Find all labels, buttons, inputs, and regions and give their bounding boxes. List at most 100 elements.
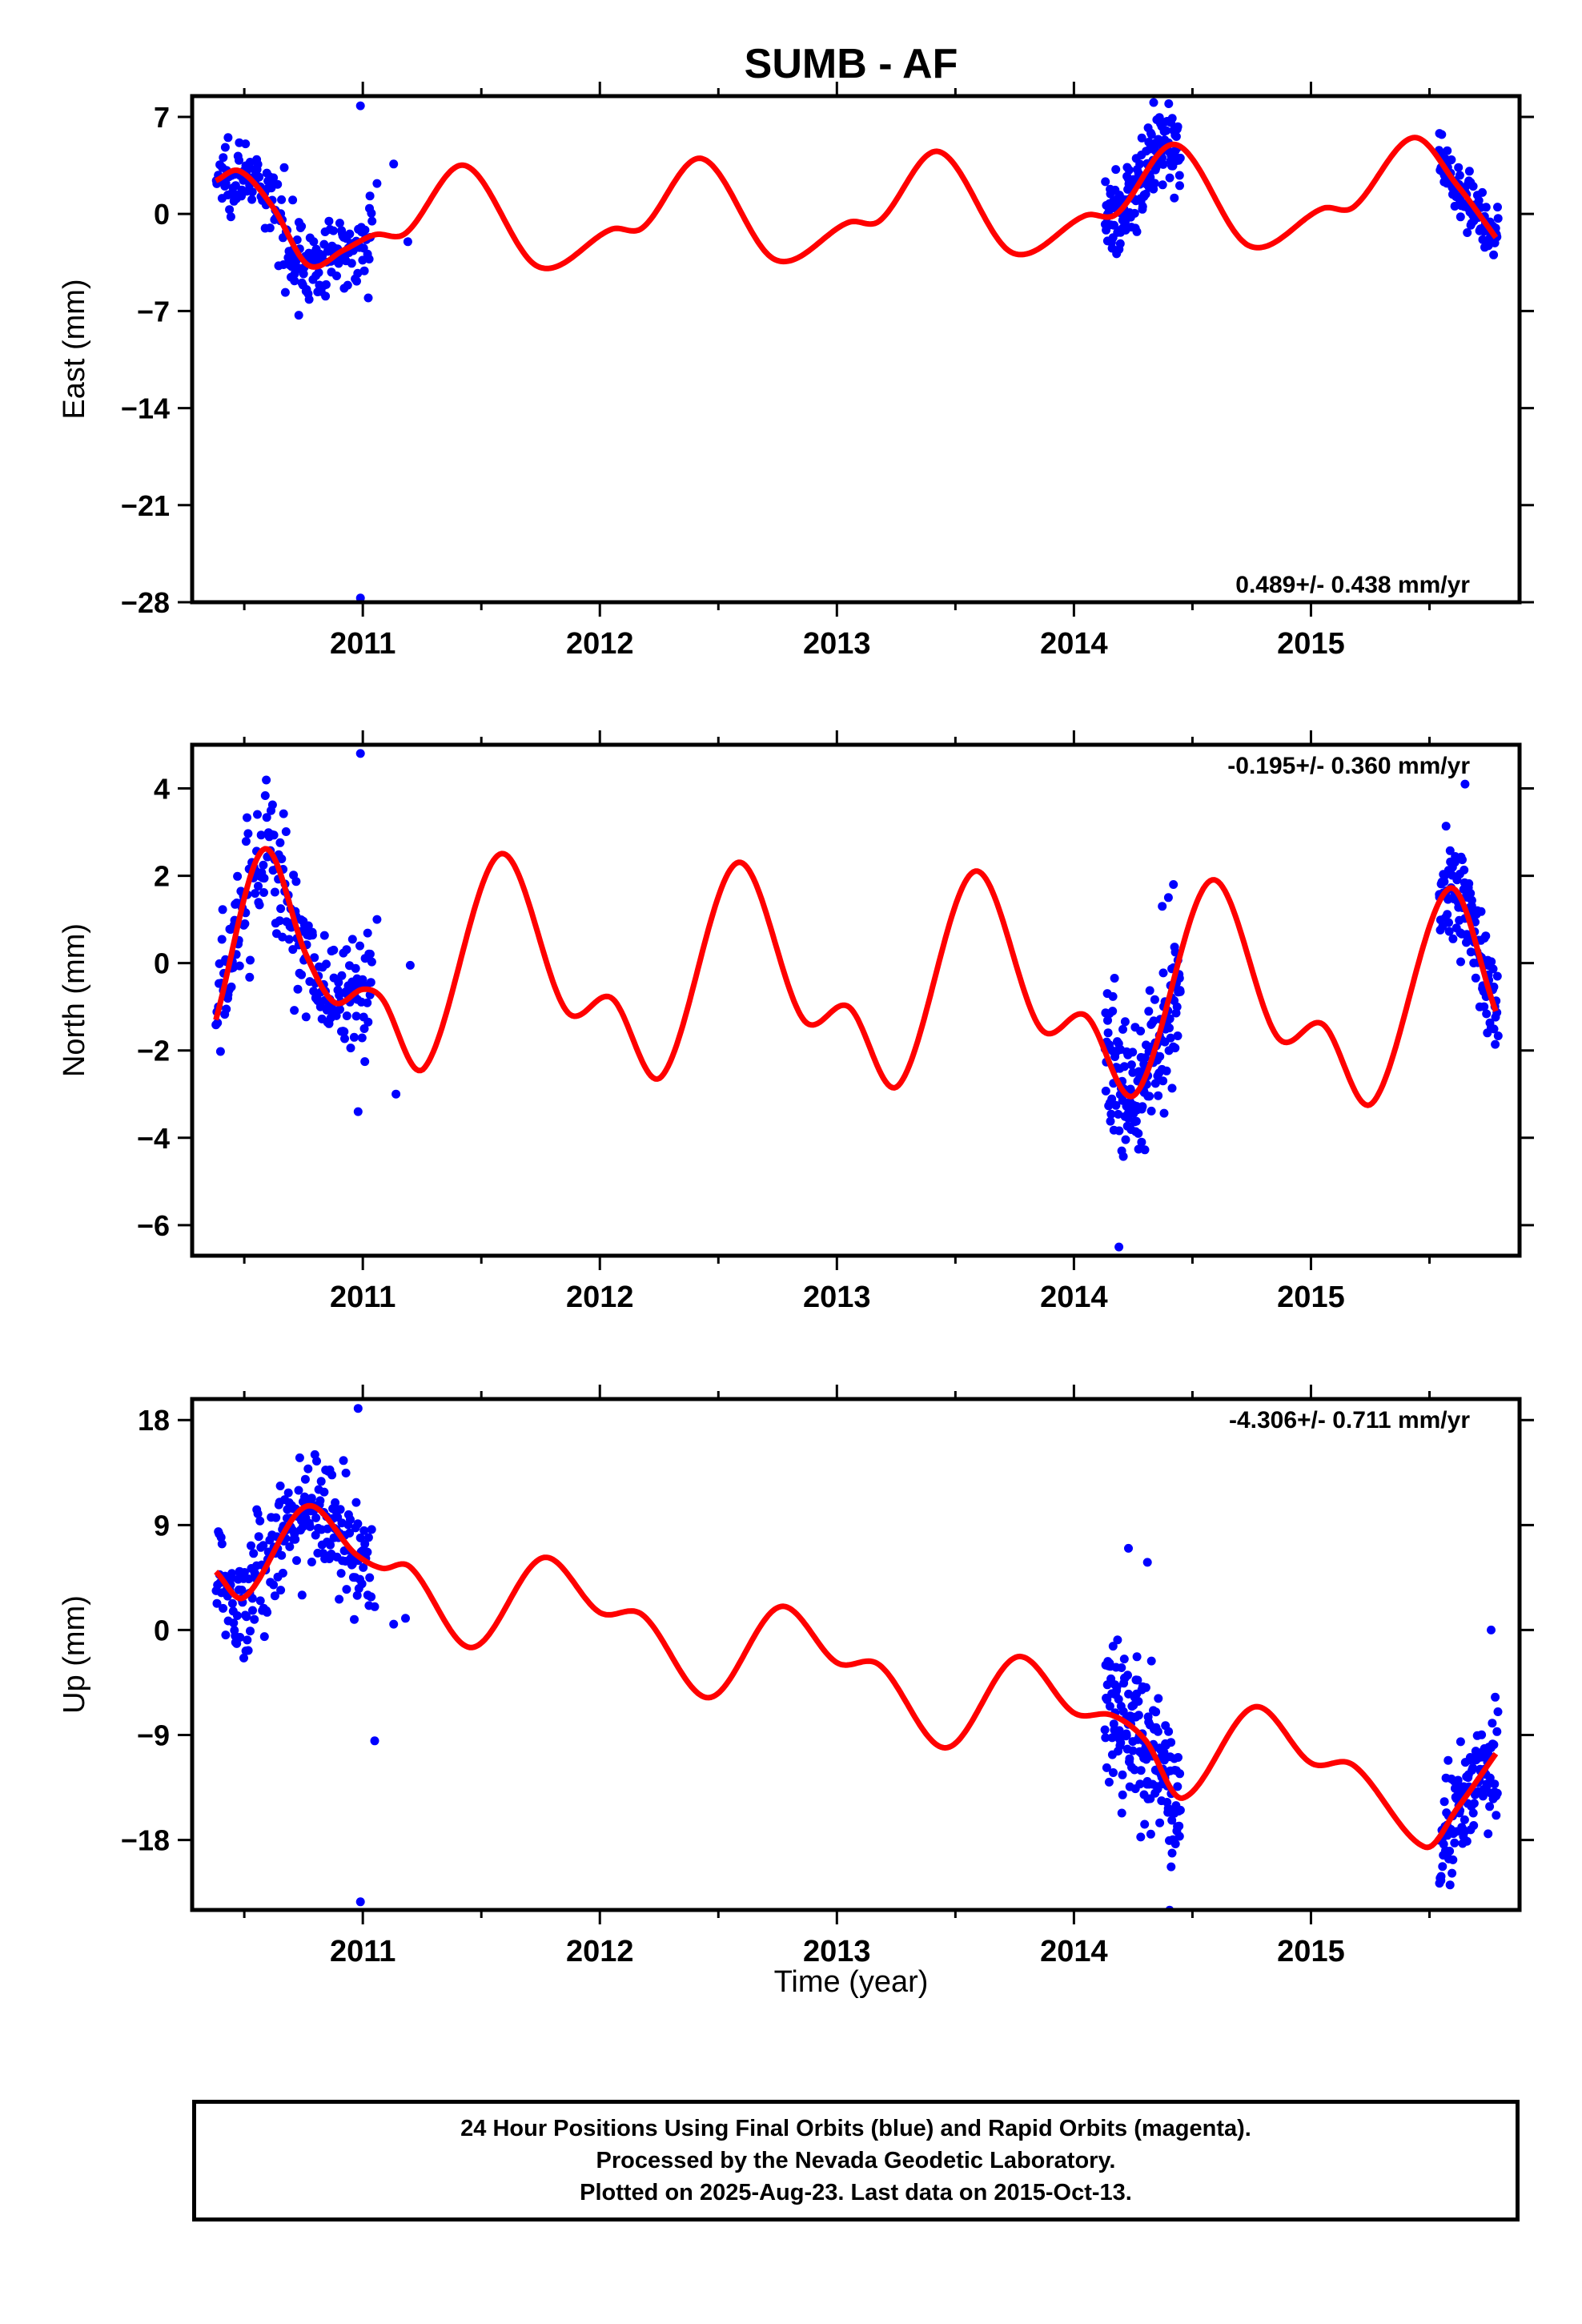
east-data-point <box>319 239 329 249</box>
up-data-point <box>298 1522 307 1532</box>
east-data-point <box>247 195 257 204</box>
north-data-point <box>1466 889 1476 898</box>
up-data-point <box>1130 1765 1139 1775</box>
east-rate-label: 0.489+/- 0.438 mm/yr <box>1235 572 1470 598</box>
east-data-point <box>367 208 376 218</box>
north-data-point <box>1107 1094 1117 1104</box>
east-data-point <box>363 293 373 303</box>
east-data-point <box>372 179 382 188</box>
up-data-point <box>221 1630 231 1640</box>
north-data-point <box>259 860 268 870</box>
up-x-tick-label: 2015 <box>1277 1935 1345 1968</box>
north-data-point <box>357 1033 367 1043</box>
north-data-point <box>1114 1126 1124 1136</box>
up-data-point <box>367 1525 376 1534</box>
north-data-point <box>1110 974 1119 983</box>
east-data-point <box>355 593 365 602</box>
up-data-point <box>1142 1558 1152 1567</box>
north-plot-frame <box>190 742 1522 1258</box>
east-data-point <box>273 179 283 189</box>
north-data-point <box>346 1043 355 1053</box>
up-data-point <box>331 1498 340 1507</box>
east-y-tick-label: 0 <box>154 198 170 231</box>
north-data-point <box>1134 1128 1143 1138</box>
up-data-point <box>277 1550 287 1560</box>
east-y-axis-label: East (mm) <box>58 279 91 419</box>
north-data-point <box>342 945 351 955</box>
north-data-point <box>405 960 415 970</box>
north-data-point <box>1464 879 1474 888</box>
up-data-point <box>1102 1763 1111 1772</box>
east-data-point <box>235 155 243 165</box>
north-data-point <box>1121 1135 1130 1144</box>
east-data-point <box>255 172 264 182</box>
up-data-point <box>1173 1782 1182 1791</box>
east-data-point <box>247 187 257 197</box>
up-data-point <box>1469 1821 1479 1830</box>
north-data-point <box>1445 846 1455 855</box>
north-data-point <box>1460 865 1469 875</box>
up-data-point <box>401 1614 410 1623</box>
east-data-point <box>269 173 279 183</box>
up-data-point <box>1485 1773 1495 1783</box>
up-y-tick-label: 18 <box>138 1404 170 1437</box>
up-data-point <box>1122 1731 1131 1740</box>
up-data-point <box>283 1488 293 1498</box>
north-data-point <box>1145 986 1154 995</box>
east-data-point <box>1110 220 1118 230</box>
north-data-point <box>1471 973 1480 983</box>
up-data-point <box>247 1541 255 1550</box>
east-data-point <box>1464 167 1474 176</box>
north-data-point <box>241 837 251 846</box>
up-data-point <box>237 1586 247 1594</box>
north-x-tick-label: 2011 <box>330 1281 396 1314</box>
north-data-point <box>353 1107 363 1116</box>
north-data-point <box>1170 1043 1180 1053</box>
north-data-point <box>1441 822 1451 831</box>
up-data-point <box>359 1526 369 1535</box>
east-data-point <box>292 235 302 244</box>
up-data-point <box>1124 1543 1133 1553</box>
up-data-point <box>363 1547 372 1557</box>
up-data-point <box>255 1516 265 1526</box>
east-data-point <box>1130 208 1139 218</box>
east-y-tick-label: 7 <box>154 101 170 134</box>
north-data-point <box>1154 1091 1163 1100</box>
east-data-point <box>1447 155 1456 164</box>
up-data-point <box>1167 1815 1177 1825</box>
north-data-point <box>1150 1079 1160 1088</box>
up-data-point <box>1136 1832 1146 1842</box>
east-data-point <box>1138 202 1147 211</box>
north-data-point <box>310 953 319 963</box>
up-data-point <box>1114 1726 1124 1735</box>
north-data-point <box>269 830 279 840</box>
north-data-point <box>259 888 268 897</box>
east-data-point <box>1489 250 1499 259</box>
east-x-tick-label: 2011 <box>330 627 396 661</box>
up-data-point <box>341 1468 351 1478</box>
north-data-point <box>355 749 365 758</box>
east-data-point <box>290 276 299 286</box>
north-data-point <box>279 809 288 818</box>
north-data-point <box>1173 1031 1182 1040</box>
north-data-point <box>1488 964 1498 974</box>
north-data-point <box>1118 1024 1127 1034</box>
north-data-point <box>1119 1062 1129 1072</box>
east-data-point <box>1124 165 1134 175</box>
up-y-tick-label: 0 <box>154 1614 170 1647</box>
north-data-point <box>1444 918 1453 927</box>
east-data-point <box>314 267 323 277</box>
up-data-point <box>1101 1733 1110 1743</box>
east-data-point <box>265 223 275 233</box>
up-data-point <box>249 1549 259 1558</box>
up-data-point <box>291 1534 300 1544</box>
east-data-point <box>1162 126 1171 135</box>
up-data-point <box>351 1498 361 1507</box>
up-data-point <box>1140 1819 1150 1829</box>
north-data-point <box>1118 1152 1128 1161</box>
north-data-point <box>1175 987 1185 996</box>
up-data-point <box>1489 1740 1499 1750</box>
up-data-point <box>243 1635 252 1645</box>
north-data-point <box>307 931 317 940</box>
north-data-point <box>1467 895 1476 905</box>
